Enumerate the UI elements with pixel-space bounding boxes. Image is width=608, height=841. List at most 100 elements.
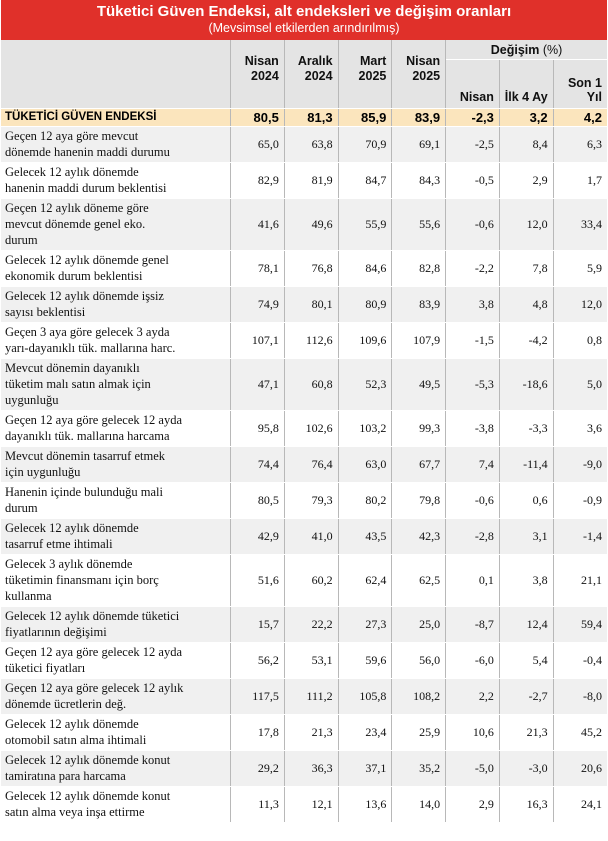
index-value: 108,2 <box>391 678 447 715</box>
table-row: Gelecek 12 aylık dönemde konut tamiratına… <box>1 750 607 787</box>
table-row: Gelecek 12 aylık dönemde otomobil satın a… <box>1 714 607 751</box>
index-value: 107,1 <box>230 322 285 359</box>
index-value: 55,6 <box>391 198 447 251</box>
change-value: 21,3 <box>499 714 554 751</box>
index-value: 95,8 <box>230 410 285 447</box>
row-label: Hanenin içinde bulunduğu mali durum <box>1 482 232 519</box>
index-value: 112,6 <box>284 322 339 359</box>
table-row: Gelecek 12 aylık dönemde tasarruf etme ih… <box>1 518 607 555</box>
index-value: 107,9 <box>391 322 447 359</box>
change-value: -0,6 <box>445 482 500 519</box>
row-label: Geçen 12 aya göre gelecek 12 aylık dönemd… <box>1 678 232 715</box>
row-label-line: otomobil satın alma ihtimali <box>5 732 147 747</box>
index-value: 27,3 <box>338 606 393 643</box>
change-value: -5,0 <box>445 750 500 787</box>
row-label-line: tüketimin finansmanı için borç <box>5 572 159 587</box>
change-value: -3,0 <box>499 750 554 787</box>
change-value: -2,8 <box>445 518 500 555</box>
row-label-line: uygunluğu <box>5 392 59 407</box>
index-value: 42,9 <box>230 518 285 555</box>
row-label-line: Geçen 12 aylık döneme göre <box>5 200 149 215</box>
header-period-3: Mart 2025 <box>338 40 393 109</box>
row-label-line: Mevcut dönemin dayanıklı <box>5 360 140 375</box>
table-row: Gelecek 3 aylık dönemde tüketimin finansm… <box>1 554 607 607</box>
change-value: 1,7 <box>553 162 607 199</box>
change-value: -5,3 <box>445 358 500 411</box>
index-value: 111,2 <box>284 678 339 715</box>
header-period-1: Nisan 2024 <box>230 40 285 109</box>
change-value: -18,6 <box>499 358 554 411</box>
index-value: 25,0 <box>391 606 447 643</box>
index-value: 80,2 <box>338 482 393 519</box>
row-label-line: tasarruf etme ihtimali <box>5 536 113 551</box>
table-row: Hanenin içinde bulunduğu mali durum 80,5 79… <box>1 482 607 519</box>
index-value: 15,7 <box>230 606 285 643</box>
total-change: 3,2 <box>499 108 554 127</box>
change-value: -6,0 <box>445 642 500 679</box>
change-value: -0,4 <box>553 642 607 679</box>
change-value: -3,3 <box>499 410 554 447</box>
index-value: 36,3 <box>284 750 339 787</box>
total-value: 80,5 <box>230 108 285 127</box>
header-change-group: Değişim (%) <box>445 40 607 60</box>
row-label-line: tamiratına para harcama <box>5 768 126 783</box>
change-value: 8,4 <box>499 126 554 163</box>
table-row: Mevcut dönemin tasarruf etmek için uygunl… <box>1 446 607 483</box>
index-value: 29,2 <box>230 750 285 787</box>
index-value: 52,3 <box>338 358 393 411</box>
index-value: 17,8 <box>230 714 285 751</box>
index-value: 62,5 <box>391 554 447 607</box>
row-label: Gelecek 12 aylık dönemde konut tamiratına… <box>1 750 232 787</box>
table-row: Gelecek 12 aylık dönemde hanenin maddi du… <box>1 162 607 199</box>
row-label-line: dönemde ücretlerin değ. <box>5 696 127 711</box>
table-row: Gelecek 12 aylık dönemde konut satın alma… <box>1 786 607 823</box>
row-label: Geçen 12 aya göre mevcut dönemde hanenin … <box>1 126 232 163</box>
index-value: 22,2 <box>284 606 339 643</box>
index-value: 84,6 <box>338 250 393 287</box>
change-value: 0,6 <box>499 482 554 519</box>
change-value: -0,5 <box>445 162 500 199</box>
index-value: 84,7 <box>338 162 393 199</box>
header-period-4: Nisan 2025 <box>391 40 447 109</box>
change-value: 3,1 <box>499 518 554 555</box>
change-value: -4,2 <box>499 322 554 359</box>
row-label-line: Gelecek 3 aylık dönemde <box>5 556 133 571</box>
index-value: 60,2 <box>284 554 339 607</box>
row-label-line: Geçen 12 aya göre gelecek 12 ayda <box>5 412 182 427</box>
change-value: -8,7 <box>445 606 500 643</box>
index-value: 67,7 <box>391 446 447 483</box>
change-value: 20,6 <box>553 750 607 787</box>
table-row: Geçen 12 aya göre gelecek 12 ayda dayanık… <box>1 410 607 447</box>
change-value: -1,5 <box>445 322 500 359</box>
header-row-2: Nisan İlk 4 Ay Son 1 Yıl <box>1 59 607 109</box>
index-value: 21,3 <box>284 714 339 751</box>
index-value: 63,0 <box>338 446 393 483</box>
index-value: 56,0 <box>391 642 447 679</box>
total-value: 85,9 <box>338 108 393 127</box>
index-value: 35,2 <box>391 750 447 787</box>
index-value: 105,8 <box>338 678 393 715</box>
row-label: Geçen 12 aya göre gelecek 12 ayda dayanık… <box>1 410 232 447</box>
index-value: 79,8 <box>391 482 447 519</box>
change-value: 12,4 <box>499 606 554 643</box>
index-value: 49,5 <box>391 358 447 411</box>
row-label: Mevcut dönemin tasarruf etmek için uygunl… <box>1 446 232 483</box>
change-value: 5,0 <box>553 358 607 411</box>
index-value: 23,4 <box>338 714 393 751</box>
index-value: 56,2 <box>230 642 285 679</box>
index-value: 82,8 <box>391 250 447 287</box>
index-value: 25,9 <box>391 714 447 751</box>
row-label-line: kullanma <box>5 588 52 603</box>
index-value: 47,1 <box>230 358 285 411</box>
row-label: Geçen 3 aya göre gelecek 3 ayda yarı-daya… <box>1 322 232 359</box>
change-value: 59,4 <box>553 606 607 643</box>
change-value: 10,6 <box>445 714 500 751</box>
index-value: 41,0 <box>284 518 339 555</box>
row-label: Gelecek 12 aylık dönemde tüketici fiyatla… <box>1 606 232 643</box>
row-label-line: için uygunluğu <box>5 464 81 479</box>
row-label-line: dönemde hanenin maddi durumu <box>5 144 170 159</box>
row-label-line: Hanenin içinde bulunduğu mali <box>5 484 163 499</box>
table-row: Gelecek 12 aylık dönemde genel ekonomik d… <box>1 250 607 287</box>
change-value: 5,4 <box>499 642 554 679</box>
change-value: 2,2 <box>445 678 500 715</box>
